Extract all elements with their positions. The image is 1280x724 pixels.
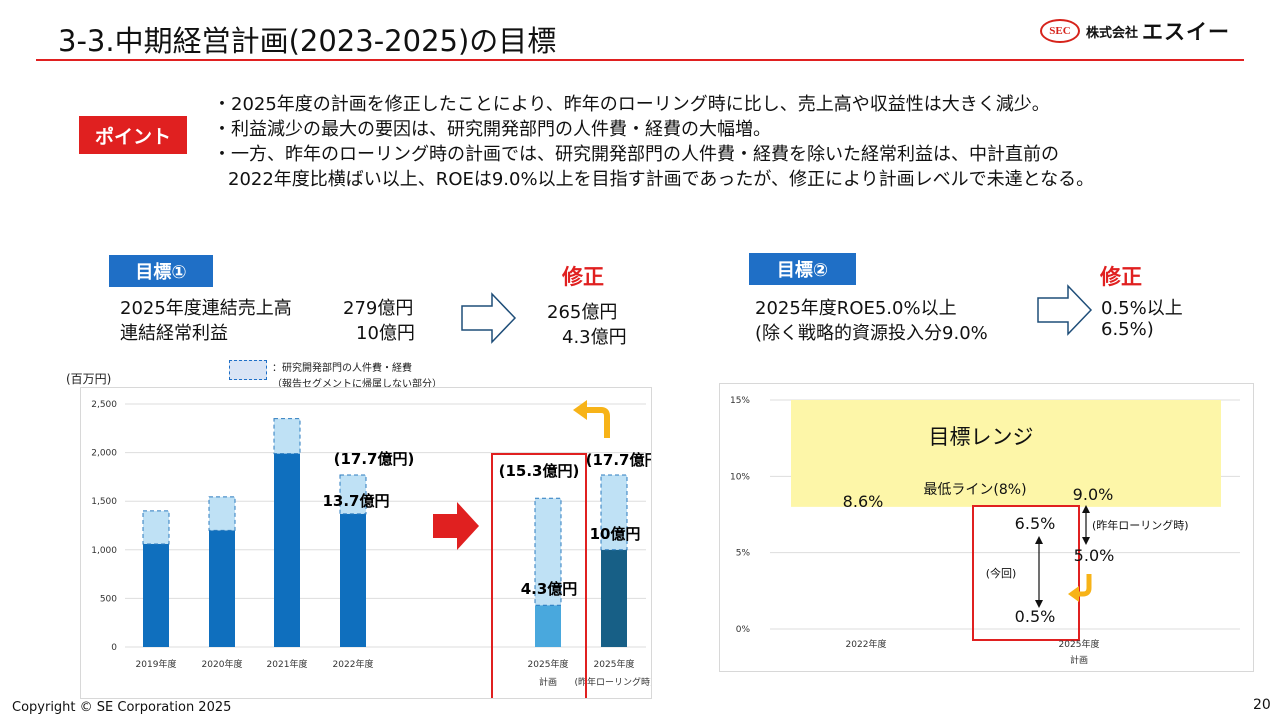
goal1-sales-label: 2025年度連結売上高 [120,298,292,319]
legend-line-1: ：研究開発部門の人件費・経費 [272,363,412,374]
target-range-label: 目標レンジ [929,425,1034,449]
goal1-profit-label: 連結経常利益 [120,323,228,344]
copyright: Copyright © SE Corporation 2025 [12,700,232,715]
bullet-3-continued: 2022年度比横ばい以上、ROEは9.0%以上を目指す計画であったが、修正により… [228,169,1095,190]
x-tick-label-2: 計画 [539,676,557,688]
bar-base [209,530,235,647]
x-tick-label-2: 計画 [1070,654,1088,666]
current-high-value: 6.5% [1015,514,1056,533]
point-bullets: ・2025年度の計画を修正したことにより、昨年のローリング時に比し、売上高や収益… [213,92,1094,192]
goal1-correction-label: 修正 [562,265,604,289]
x-tick-label: 2021年度 [267,658,308,670]
y-tick-label: 2,000 [91,449,117,459]
rolling-low-value: 5.0% [1074,546,1115,565]
goal1-arrow-icon [461,292,517,344]
left-chart-unit: (百万円) [66,372,112,386]
arrow-up-icon [1082,505,1090,513]
goal2-roe-target: 2025年度ROE5.0%以上 [755,298,957,319]
point-badge: ポイント [79,116,187,154]
goal1-profit-value: 10億円 [356,323,415,344]
bar-rnd-cost [534,497,562,606]
y-tick-label: 1,500 [91,497,117,507]
orange-arrowhead-icon [573,400,587,420]
goal1-badge: 目標① [109,255,213,287]
x-tick-label: 2020年度 [202,658,243,670]
goal1-sales-value: 279億円 [343,298,414,319]
logo-company-name: エスイー [1142,20,1231,44]
bar-base [274,453,300,647]
y-tick-label: 2,500 [91,400,117,410]
plan-total-label: (15.3億円) [499,462,580,480]
rolling-note: (昨年ローリング時) [1092,518,1189,532]
y-tick-label: 0% [736,625,751,635]
orange-curved-arrow-icon [586,407,610,438]
y-tick-label: 5% [736,549,751,559]
arrow-down-icon [1082,537,1090,545]
y-tick-label: 10% [730,472,750,482]
logo-company-type: 株式会社 [1086,25,1139,41]
x-tick-label: 2025年度 [594,658,635,670]
goal2-roe-revised: 0.5%以上 [1101,298,1183,319]
company-logo: SEC 株式会社 エスイー [1040,18,1230,44]
fy2022-base-label: 13.7億円 [322,492,389,510]
arrow-up-icon [1035,536,1043,544]
current-low-value: 0.5% [1015,607,1056,626]
bar-rnd-cost [273,418,301,455]
bar-base [340,513,366,647]
goal2-correction-label: 修正 [1100,265,1142,289]
goal2-badge: 目標② [749,253,856,285]
x-tick-label: 2019年度 [136,658,177,670]
page-title: 3-3.中期経営計画(2023-2025)の目標 [58,24,557,58]
legend-line-2: （報告セグメントに帰属しない部分） [272,379,442,390]
bar-rnd-cost [339,474,367,515]
rolling-high-value: 9.0% [1073,485,1114,504]
y-tick-label: 500 [100,594,117,604]
bar-rnd-cost [208,496,236,531]
bar-rnd-cost [600,474,628,551]
goal2-roe-excl: (除く戦略的資源投入分9.0% [755,323,988,344]
fy2022-roe-value: 8.6% [843,492,884,511]
orange-hook-arrow-icon [1077,574,1092,597]
bullet-3: ・一方、昨年のローリング時の計画では、研究開発部門の人件費・経費を除いた経常利益… [213,144,1059,165]
y-tick-label: 15% [730,396,750,406]
goal2-arrow-icon [1037,284,1093,336]
y-tick-label: 0 [111,643,117,653]
arrow-down-icon [1035,600,1043,608]
legend-swatch [229,360,267,380]
goal1-sales-revised: 265億円 [547,302,618,323]
logo-badge: SEC [1040,19,1080,43]
plan-base-label: 4.3億円 [521,580,578,598]
current-plan-box [972,505,1080,641]
rolling-total-label: (17.7億円) [586,451,652,469]
y-tick-label: 1,000 [91,546,117,556]
fy2022-total-label: (17.7億円) [334,450,415,468]
bar-rnd-cost [142,510,170,545]
rolling-base-label: 10億円 [590,525,641,543]
x-tick-label-2: (昨年ローリング時) [574,676,652,688]
bar-base [535,605,561,647]
x-tick-label: 2022年度 [333,658,374,670]
x-tick-label: 2025年度 [528,658,569,670]
x-tick-label: 2025年度 [1059,638,1100,650]
goal2-roe-excl-revised: 6.5%) [1101,319,1154,340]
goal1-profit-revised: 4.3億円 [562,327,627,348]
page-number: 20 [1253,697,1271,713]
left-bar-chart: 2,500 2,000 1,500 1,000 500 0 2019年度 2020年度 2021… [80,387,652,699]
current-note: (今回) [986,566,1017,580]
bullet-1: ・2025年度の計画を修正したことにより、昨年のローリング時に比し、売上高や収益… [213,94,1050,115]
bullet-2: ・利益減少の最大の要因は、研究開発部門の人件費・経費の大幅増。 [213,119,771,140]
bar-base [143,543,169,647]
orange-arrowhead-icon [1068,586,1079,602]
target-range-band [791,400,1221,507]
red-arrow-icon [433,502,479,550]
x-tick-label: 2022年度 [846,638,887,650]
bar-base [601,549,627,647]
plan-highlight-box [491,453,587,698]
min-line-label: 最低ライン(8%) [923,482,1026,498]
title-divider [36,59,1244,61]
